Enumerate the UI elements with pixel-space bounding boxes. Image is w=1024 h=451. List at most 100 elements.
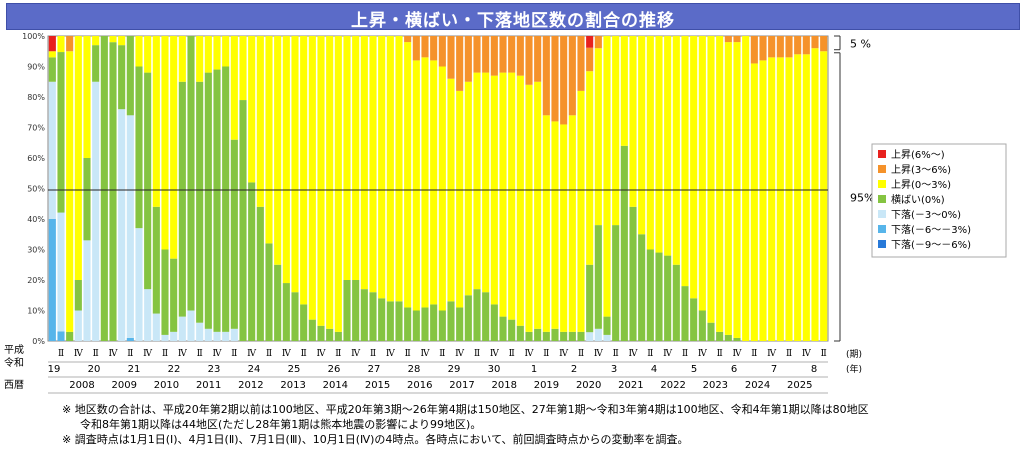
bar-segment [161, 36, 169, 250]
bar-segment [629, 206, 637, 341]
bar-segment [473, 36, 481, 73]
quarter-mark: Ⅱ [474, 349, 480, 359]
western-year-label: 2016 [407, 380, 432, 391]
bar-segment [161, 249, 169, 335]
bar-segment [170, 258, 178, 332]
note-total-districts: ※ 地区数の合計は、平成20年第2期以前は100地区、平成20年第3期～26年第… [62, 403, 869, 416]
bar-segment [516, 75, 524, 326]
bar-segment [776, 57, 784, 341]
y-tick-label: 50% [27, 185, 45, 194]
bar-segment [560, 36, 568, 125]
era-year-label: 29 [448, 364, 461, 375]
bar-segment [196, 81, 204, 323]
quarter-mark: Ⅱ [578, 349, 584, 359]
bar-segment [48, 219, 56, 341]
era-unit-label: (年) [846, 363, 862, 375]
era-year-label: 5 [691, 364, 697, 375]
quarter-mark: Ⅱ [58, 349, 64, 359]
bar-segment [144, 289, 152, 341]
bar-segment [525, 84, 533, 332]
bar-segment [135, 36, 143, 67]
bar-segment [655, 36, 663, 253]
western-year-label: 2014 [323, 380, 348, 391]
quarter-mark: Ⅳ [386, 349, 396, 359]
bar-segment [698, 310, 706, 341]
western-year-label: 2021 [618, 380, 643, 391]
bar-segment [48, 81, 56, 219]
bar-segment [66, 36, 74, 52]
bar-segment [811, 36, 819, 49]
bar-segment [759, 60, 767, 342]
bar-segment [482, 72, 490, 293]
bar-segment [300, 304, 308, 341]
era-year-label: 2 [571, 364, 577, 375]
y-tick-label: 80% [27, 93, 45, 102]
bar-segment [482, 292, 490, 341]
bar-segment [464, 36, 472, 82]
bar-segment [222, 331, 230, 341]
quarter-mark: Ⅱ [543, 349, 549, 359]
legend-label: 下落(－3～0%) [891, 209, 961, 221]
bar-segment [317, 325, 325, 341]
bar-segment [213, 36, 221, 70]
bar-segment [222, 66, 230, 332]
bar-segment [83, 158, 91, 241]
quarter-mark: Ⅳ [733, 349, 743, 359]
bar-segment [100, 36, 108, 341]
bar-segment [551, 36, 559, 122]
bar-segment [57, 331, 65, 341]
quarter-mark: Ⅳ [767, 349, 777, 359]
bar-segment [646, 36, 654, 250]
legend-label: 横ばい(0%) [891, 193, 945, 206]
quarter-mark: Ⅳ [698, 349, 708, 359]
bar-segment [118, 45, 126, 110]
bar-segment [291, 292, 299, 341]
bar-segment [551, 121, 559, 329]
quarter-mark: Ⅳ [178, 349, 188, 359]
era-year-label: 6 [731, 364, 737, 375]
legend [871, 143, 1007, 258]
western-year-label: 2024 [745, 380, 770, 391]
legend-swatch [878, 225, 886, 233]
bar-segment [282, 283, 290, 341]
legend-label: 上昇(3～6%) [891, 164, 951, 176]
bar-segment [724, 334, 732, 341]
western-year-label: 2018 [491, 380, 516, 391]
bar-segment [586, 264, 594, 333]
bar-segment [551, 328, 559, 341]
bar-segment [499, 36, 507, 73]
bar-segment [820, 36, 828, 52]
bar-segment [248, 182, 256, 341]
bar-segment [118, 36, 126, 46]
bar-segment [187, 36, 195, 311]
bar-segment [178, 36, 186, 82]
western-year-label: 2022 [660, 380, 685, 391]
bar-segment [750, 63, 758, 341]
bar-segment [135, 66, 143, 229]
bar-segment [369, 36, 377, 293]
bar-segment [776, 36, 784, 58]
y-tick-label: 60% [27, 154, 45, 163]
bar-segment [638, 234, 646, 341]
bar-segment [568, 36, 576, 116]
bar-segment [334, 331, 342, 341]
bar-segment [230, 139, 238, 329]
bar-segment [447, 301, 455, 341]
bar-segment [317, 36, 325, 326]
quarter-mark: Ⅳ [317, 349, 327, 359]
quarter-mark: Ⅱ [717, 349, 723, 359]
bar-segment [230, 36, 238, 140]
bar-segment [811, 48, 819, 341]
quarter-mark: Ⅳ [594, 349, 604, 359]
quarter-mark: Ⅱ [405, 349, 411, 359]
bar-segment [239, 100, 247, 341]
bar-segment [152, 313, 160, 341]
bar-segment [438, 66, 446, 311]
bar-segment [326, 328, 334, 341]
bar-segment [733, 337, 741, 341]
bar-segment [490, 36, 498, 76]
era-year-label: 26 [328, 364, 341, 375]
bar-segment [456, 307, 464, 341]
bar-segment [499, 316, 507, 341]
note-total-districts-cont: 令和8年第1期以降は44地区(ただし28年第1期は熊本地震の影響により99地区)… [80, 418, 482, 431]
